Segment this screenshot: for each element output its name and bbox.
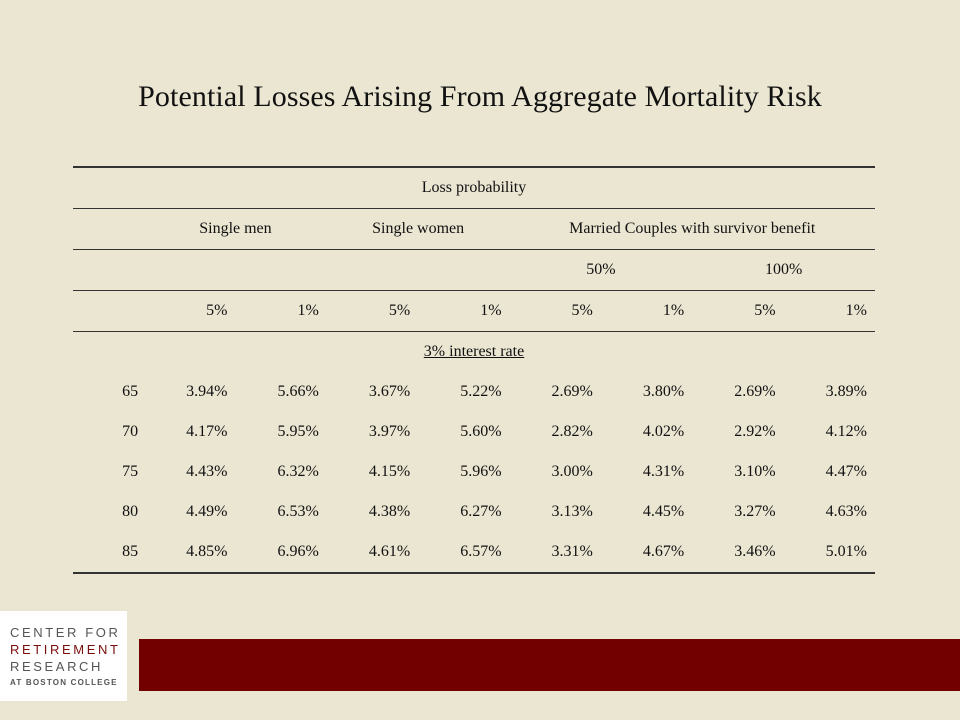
value-cell: 4.45% <box>642 503 685 520</box>
interest-rate-label: 3% interest rate <box>423 343 525 360</box>
prob-label: 5% <box>692 290 784 332</box>
benefit-100: 100% <box>692 249 875 291</box>
empty-cell <box>73 290 145 332</box>
prob-label: 1% <box>783 290 875 332</box>
footer-bar <box>139 639 960 691</box>
value-cell: 2.69% <box>551 383 593 400</box>
value-cell: 5.60% <box>460 423 502 440</box>
logo-line-4: AT BOSTON COLLEGE <box>10 678 118 687</box>
prob-label: 1% <box>235 290 327 332</box>
value-cell: 4.17% <box>186 423 228 440</box>
prob-label: 1% <box>418 290 510 332</box>
value-cell: 4.61% <box>326 532 419 574</box>
benefit-50: 50% <box>509 249 693 291</box>
age-cell: 80 <box>122 503 139 520</box>
value-cell: 6.27% <box>460 503 502 520</box>
value-cell: 4.43% <box>186 463 228 480</box>
table-row: 65 3.94% 5.66% 3.67% 5.22% 2.69% 3.80% 2… <box>73 372 875 412</box>
age-cell: 75 <box>122 463 139 480</box>
value-cell: 4.12% <box>825 423 867 440</box>
value-cell: 2.82% <box>551 423 593 440</box>
value-cell: 5.66% <box>277 383 319 400</box>
loss-table: Loss probability Single men Single women… <box>73 166 875 574</box>
value-cell: 6.32% <box>277 463 319 480</box>
value-cell: 3.94% <box>186 383 228 400</box>
value-cell: 5.22% <box>460 383 502 400</box>
table-row: 70 4.17% 5.95% 3.97% 5.60% 2.82% 4.02% 2… <box>73 412 875 452</box>
value-cell: 5.95% <box>277 423 319 440</box>
section-row: 3% interest rate <box>73 332 875 373</box>
logo-line-3: RESEARCH <box>10 659 104 674</box>
prob-label: 5% <box>509 290 601 332</box>
value-cell: 3.89% <box>825 383 867 400</box>
value-cell: 6.57% <box>418 532 510 574</box>
crr-logo: CENTER FOR RETIREMENT RESEARCH AT BOSTON… <box>0 611 127 701</box>
value-cell: 4.85% <box>144 532 236 574</box>
value-cell: 4.15% <box>368 463 411 480</box>
value-cell: 3.46% <box>692 532 784 574</box>
prob-label: 1% <box>600 290 693 332</box>
value-cell: 3.10% <box>734 463 776 480</box>
empty-cell <box>73 249 510 291</box>
value-cell: 3.00% <box>551 463 593 480</box>
value-cell: 4.49% <box>186 503 228 520</box>
loss-probability-header: Loss probability <box>73 166 875 209</box>
value-cell: 4.02% <box>642 423 685 440</box>
value-cell: 3.31% <box>509 532 601 574</box>
value-cell: 3.27% <box>734 503 776 520</box>
group-single-men: Single men <box>144 208 327 250</box>
table-probability-row: 5% 1% 5% 1% 5% 1% 5% 1% <box>73 290 875 332</box>
table-row: 85 4.85% 6.96% 4.61% 6.57% 3.31% 4.67% 3… <box>73 532 875 574</box>
prob-label: 5% <box>144 290 236 332</box>
slide-title: Potential Losses Arising From Aggregate … <box>138 80 822 113</box>
value-cell: 4.31% <box>642 463 685 480</box>
empty-cell <box>73 208 145 250</box>
value-cell: 4.67% <box>600 532 693 574</box>
value-cell: 3.13% <box>551 503 593 520</box>
value-cell: 5.01% <box>783 532 875 574</box>
logo-line-1: CENTER FOR <box>10 625 121 640</box>
value-cell: 3.80% <box>642 383 685 400</box>
value-cell: 6.53% <box>277 503 319 520</box>
value-cell: 4.38% <box>368 503 411 520</box>
table-row: 80 4.49% 6.53% 4.38% 6.27% 3.13% 4.45% 3… <box>73 492 875 532</box>
value-cell: 2.69% <box>734 383 776 400</box>
prob-label: 5% <box>326 290 419 332</box>
value-cell: 4.47% <box>825 463 867 480</box>
age-cell: 85 <box>73 532 145 574</box>
value-cell: 3.67% <box>368 383 411 400</box>
value-cell: 6.96% <box>235 532 327 574</box>
age-cell: 70 <box>122 423 139 440</box>
table-header-row: Loss probability <box>73 166 875 209</box>
table-benefit-row: 50% 100% <box>73 249 875 291</box>
table-group-row: Single men Single women Married Couples … <box>73 208 875 250</box>
logo-line-2: RETIREMENT <box>10 642 121 657</box>
value-cell: 5.96% <box>460 463 502 480</box>
group-married-couples: Married Couples with survivor benefit <box>509 208 875 250</box>
value-cell: 3.97% <box>368 423 411 440</box>
table-row: 75 4.43% 6.32% 4.15% 5.96% 3.00% 4.31% 3… <box>73 452 875 492</box>
group-single-women: Single women <box>326 208 510 250</box>
age-cell: 65 <box>122 383 139 400</box>
value-cell: 2.92% <box>734 423 776 440</box>
value-cell: 4.63% <box>825 503 867 520</box>
